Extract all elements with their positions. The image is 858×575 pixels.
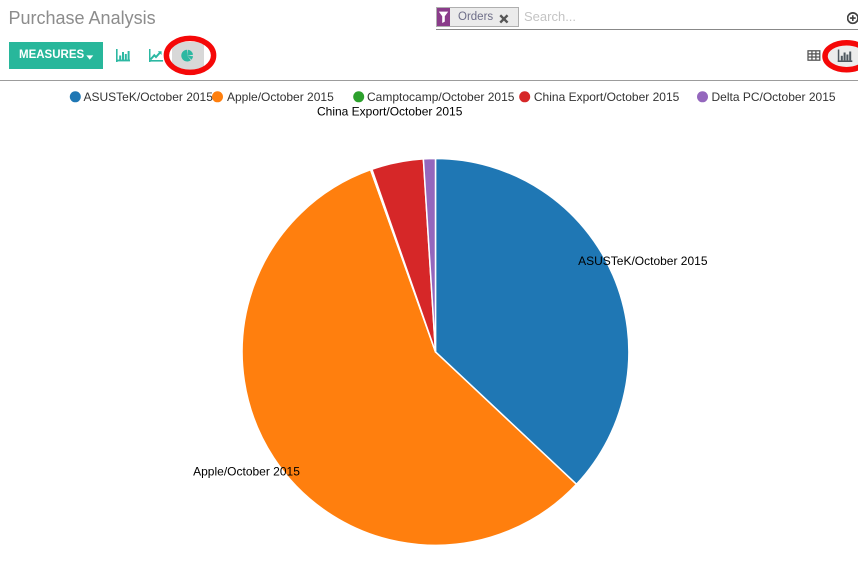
svg-text:China Export/October 2015: China Export/October 2015 — [317, 104, 463, 118]
svg-text:Camptocamp/October 2015: Camptocamp/October 2015 — [367, 90, 515, 104]
svg-text:China Export/October 2015: China Export/October 2015 — [534, 90, 680, 104]
svg-text:Apple/October 2015: Apple/October 2015 — [193, 464, 300, 478]
svg-text:Apple/October 2015: Apple/October 2015 — [227, 90, 334, 104]
svg-text:ASUSTeK/October 2015: ASUSTeK/October 2015 — [578, 254, 708, 268]
svg-text:ASUSTeK/October 2015: ASUSTeK/October 2015 — [84, 90, 214, 104]
svg-text:Delta PC/October 2015: Delta PC/October 2015 — [712, 90, 836, 104]
